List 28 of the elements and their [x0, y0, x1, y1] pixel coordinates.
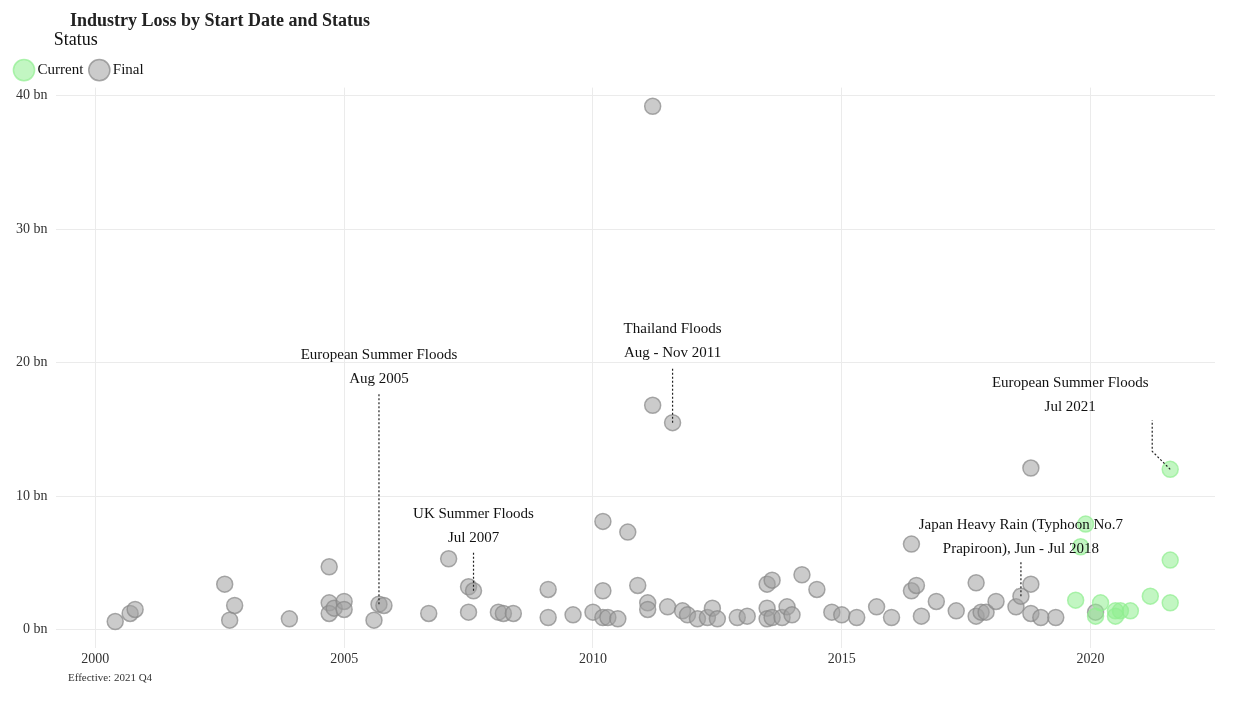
point — [1161, 551, 1179, 569]
point — [1086, 607, 1105, 625]
point — [1141, 587, 1160, 605]
y-tick-label: 0 bn — [23, 621, 48, 637]
point — [1161, 460, 1179, 479]
x-tick-label: 2020 — [1076, 651, 1105, 667]
point — [1091, 594, 1110, 612]
annotation: Japan Heavy Rain (Typhoon No.7 Prapiroon), Jun - Jul 2018 — [918, 515, 1124, 557]
chart-title: Industry Loss by Start Date and Status — [69, 9, 372, 31]
x-tick-label: 2005 — [330, 651, 359, 667]
x-tick-label: 2000 — [81, 651, 110, 667]
point — [1121, 602, 1140, 620]
annotation: UK Summer Floods Jul 2007 — [413, 505, 535, 546]
y-tick-label: 30 bn — [16, 220, 48, 236]
annotation: European Summer Floods Aug 2005 — [300, 345, 458, 386]
x-tick-label: 2010 — [578, 651, 607, 667]
y-tick-label: 20 bn — [16, 354, 48, 370]
annotation: European Summer Floods Jul 2021 — [991, 373, 1149, 414]
text: Effective: 2021 Q4 — [67, 671, 154, 683]
legend-title: Status — [53, 28, 98, 49]
legend-label: Current — [37, 61, 85, 78]
legend-label: Final — [112, 61, 144, 78]
y-tick-label: 10 bn — [16, 487, 48, 503]
y-tick-label: 40 bn — [16, 87, 48, 103]
x-tick-label: 2015 — [827, 651, 856, 667]
annotation: Thailand Floods Aug - Nov 2011 — [623, 320, 722, 361]
point — [1066, 591, 1085, 609]
point — [1161, 594, 1179, 612]
